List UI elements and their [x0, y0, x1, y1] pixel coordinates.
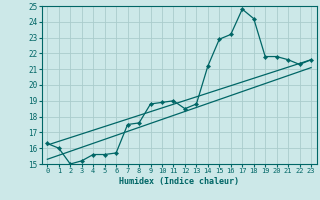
X-axis label: Humidex (Indice chaleur): Humidex (Indice chaleur)	[119, 177, 239, 186]
